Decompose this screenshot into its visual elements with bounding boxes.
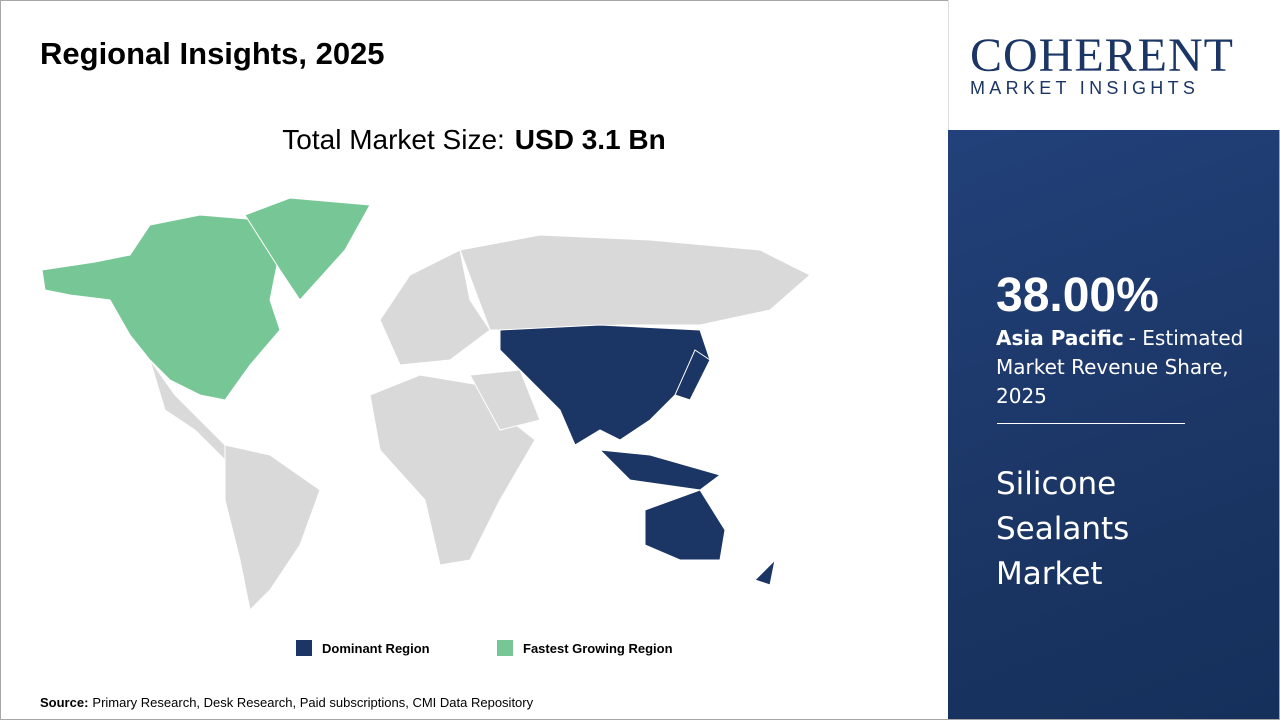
market-name: Silicone Sealants Market bbox=[996, 466, 1130, 592]
title: Regional Insights, 2025 bbox=[40, 36, 385, 71]
source-text: Primary Research, Desk Research, Paid su… bbox=[92, 695, 534, 710]
north-america bbox=[41, 214, 281, 401]
region-name: Asia Pacific bbox=[996, 326, 1124, 350]
japan bbox=[674, 349, 711, 401]
description-text: - Estimated Market Revenue Share, 2025 bbox=[996, 326, 1244, 408]
source: Source: Primary Research, Desk Research, … bbox=[40, 695, 533, 710]
share-value: 38.00% bbox=[996, 269, 1159, 322]
market-size-label: Total Market Size: bbox=[282, 124, 505, 155]
legend-swatch bbox=[497, 640, 513, 656]
legend-item: Dominant Region bbox=[296, 640, 430, 656]
legend-swatch bbox=[296, 640, 312, 656]
southeast-asia-islands bbox=[598, 449, 722, 491]
logo-area bbox=[948, 0, 1280, 130]
south-america bbox=[224, 444, 321, 612]
logo-name: COHERENT bbox=[970, 29, 1234, 82]
market-size: Total Market Size: USD 3.1 Bn bbox=[0, 124, 948, 156]
source-label: Source: bbox=[40, 695, 89, 710]
market-size-value: USD 3.1 Bn bbox=[514, 124, 666, 155]
world-map bbox=[41, 197, 811, 612]
europe bbox=[379, 249, 491, 366]
australia bbox=[644, 489, 726, 561]
africa bbox=[369, 374, 536, 566]
middle-east bbox=[469, 369, 541, 431]
greenland bbox=[244, 197, 371, 301]
asia-pacific bbox=[499, 324, 711, 446]
north-asia bbox=[459, 234, 811, 331]
legend-label: Fastest Growing Region bbox=[523, 640, 673, 656]
logo-tagline: MARKET INSIGHTS bbox=[970, 78, 1200, 98]
side-panel bbox=[948, 130, 1279, 719]
legend-item: Fastest Growing Region bbox=[497, 640, 673, 656]
divider bbox=[997, 423, 1185, 424]
share-description: Asia Pacific - Estimated Market Revenue S… bbox=[996, 324, 1246, 411]
new-zealand bbox=[754, 558, 776, 586]
legend-label: Dominant Region bbox=[322, 640, 430, 656]
